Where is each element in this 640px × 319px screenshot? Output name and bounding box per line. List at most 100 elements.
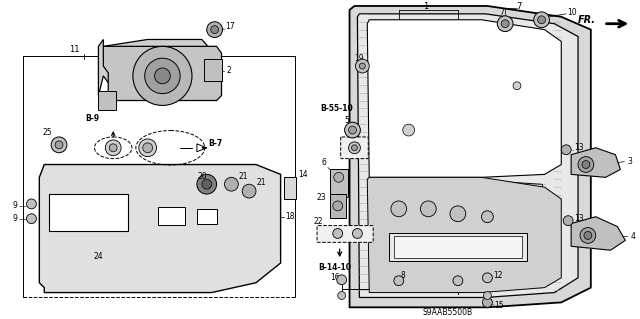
Circle shape xyxy=(353,228,362,238)
Text: 19: 19 xyxy=(355,54,364,63)
Circle shape xyxy=(580,227,596,243)
Bar xyxy=(394,236,522,258)
Circle shape xyxy=(55,141,63,149)
Polygon shape xyxy=(39,165,280,293)
Bar xyxy=(330,194,346,218)
Text: 6: 6 xyxy=(322,158,327,167)
Text: 23: 23 xyxy=(316,193,326,202)
Text: 2: 2 xyxy=(227,66,231,76)
Text: 21: 21 xyxy=(238,172,248,181)
Bar xyxy=(99,91,116,110)
Circle shape xyxy=(534,12,550,28)
Text: 18: 18 xyxy=(285,212,295,221)
Text: 3: 3 xyxy=(627,157,632,166)
Circle shape xyxy=(197,174,216,194)
Circle shape xyxy=(145,58,180,93)
Circle shape xyxy=(563,216,573,226)
Circle shape xyxy=(483,298,492,307)
Circle shape xyxy=(109,144,117,152)
Circle shape xyxy=(133,46,192,106)
Circle shape xyxy=(333,228,342,238)
Circle shape xyxy=(351,145,357,151)
Text: 22: 22 xyxy=(313,217,323,226)
Bar xyxy=(389,234,527,261)
Circle shape xyxy=(51,137,67,153)
Circle shape xyxy=(403,124,415,136)
Text: 7: 7 xyxy=(516,3,522,11)
Text: B-14-10: B-14-10 xyxy=(318,263,351,272)
Text: B-7: B-7 xyxy=(209,139,223,148)
Circle shape xyxy=(497,16,513,32)
Polygon shape xyxy=(103,46,221,100)
Circle shape xyxy=(334,172,344,182)
Circle shape xyxy=(337,275,347,285)
Circle shape xyxy=(538,16,545,24)
Text: 13: 13 xyxy=(574,214,584,223)
Text: 12: 12 xyxy=(493,271,503,280)
Circle shape xyxy=(225,177,238,191)
Circle shape xyxy=(338,292,346,300)
FancyBboxPatch shape xyxy=(340,137,368,159)
Polygon shape xyxy=(571,217,625,250)
Circle shape xyxy=(143,143,152,153)
Polygon shape xyxy=(571,148,620,177)
Text: 8: 8 xyxy=(401,271,406,280)
Circle shape xyxy=(450,206,466,222)
Polygon shape xyxy=(197,144,207,152)
Text: 5: 5 xyxy=(344,116,349,125)
Circle shape xyxy=(207,22,223,38)
Circle shape xyxy=(154,68,170,84)
Circle shape xyxy=(139,139,157,157)
Circle shape xyxy=(333,201,342,211)
Bar xyxy=(330,169,348,197)
Circle shape xyxy=(394,276,404,286)
Text: 17: 17 xyxy=(225,22,235,31)
Circle shape xyxy=(360,63,365,69)
Circle shape xyxy=(211,26,219,33)
FancyBboxPatch shape xyxy=(317,226,373,242)
Circle shape xyxy=(453,276,463,286)
Bar xyxy=(284,177,296,199)
Polygon shape xyxy=(99,40,216,96)
Polygon shape xyxy=(367,177,561,293)
Circle shape xyxy=(344,122,360,138)
Circle shape xyxy=(561,145,571,155)
Text: 9: 9 xyxy=(13,214,18,223)
Circle shape xyxy=(578,157,594,172)
Polygon shape xyxy=(367,20,561,177)
Circle shape xyxy=(26,214,36,224)
Circle shape xyxy=(106,140,121,156)
Circle shape xyxy=(349,142,360,154)
Text: 25: 25 xyxy=(42,128,52,137)
Circle shape xyxy=(483,292,492,300)
Text: 21: 21 xyxy=(257,178,266,187)
Circle shape xyxy=(349,126,356,134)
Text: 13: 13 xyxy=(574,143,584,152)
Bar xyxy=(204,59,221,81)
Text: B-55-10: B-55-10 xyxy=(320,104,353,113)
Circle shape xyxy=(242,184,256,198)
Polygon shape xyxy=(349,6,591,307)
Circle shape xyxy=(483,273,492,283)
Text: 20: 20 xyxy=(198,172,207,181)
Circle shape xyxy=(420,201,436,217)
Polygon shape xyxy=(357,14,578,298)
Bar xyxy=(197,209,216,224)
Circle shape xyxy=(26,199,36,209)
Circle shape xyxy=(513,82,521,90)
Circle shape xyxy=(391,201,406,217)
Text: 4: 4 xyxy=(630,232,635,241)
Text: 14: 14 xyxy=(298,170,308,179)
Text: 11: 11 xyxy=(69,45,79,54)
Text: 15: 15 xyxy=(494,301,504,310)
Text: 9: 9 xyxy=(13,201,18,211)
Text: B-9: B-9 xyxy=(86,114,100,123)
Circle shape xyxy=(501,20,509,28)
Text: FR.: FR. xyxy=(578,15,596,25)
Circle shape xyxy=(582,160,590,168)
Text: 7: 7 xyxy=(499,8,504,17)
Text: S9AAB5500B: S9AAB5500B xyxy=(423,308,473,317)
Circle shape xyxy=(355,59,369,73)
Circle shape xyxy=(584,232,592,239)
Circle shape xyxy=(202,179,212,189)
